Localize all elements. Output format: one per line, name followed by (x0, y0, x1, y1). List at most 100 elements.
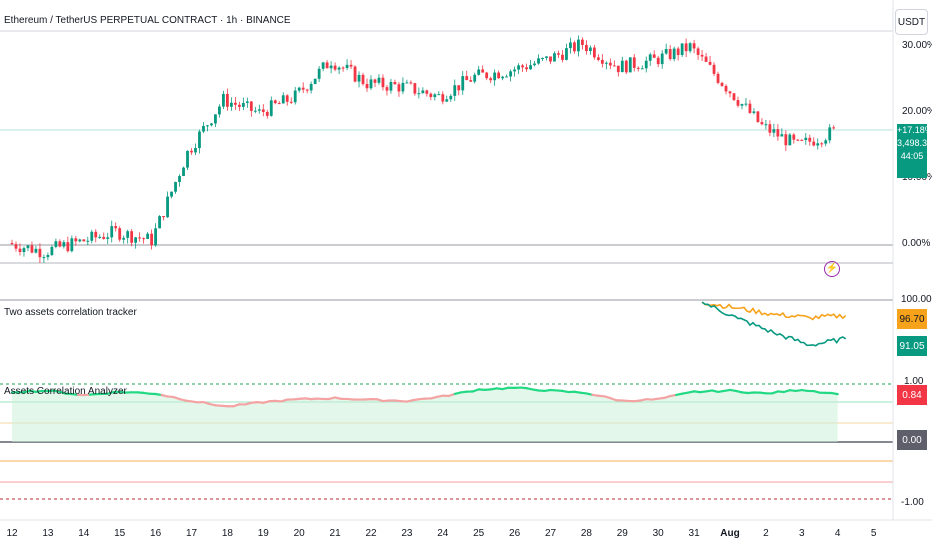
candle-body (402, 83, 405, 92)
x-tick-label: 23 (401, 528, 412, 539)
candle-body (784, 134, 787, 145)
tracker-badge-teal: 91.05 (897, 336, 927, 356)
candle-body (525, 67, 528, 69)
candle-body (737, 100, 740, 106)
candle-body (282, 95, 285, 103)
candle-body (218, 107, 221, 115)
candle-body (649, 54, 652, 60)
candle-body (178, 176, 181, 182)
candle-body (573, 42, 576, 51)
candle-body (605, 63, 608, 64)
candle-body (118, 228, 121, 239)
x-tick-label: 2 (763, 528, 769, 539)
candle-body (765, 124, 768, 125)
candle-body (326, 62, 329, 68)
candle-body (705, 57, 708, 62)
currency-button[interactable]: USDT (895, 9, 928, 35)
candle-body (398, 84, 401, 91)
candle-body (230, 103, 233, 107)
candle-body (697, 48, 700, 54)
candle-body (66, 242, 69, 251)
candle-body (198, 132, 201, 148)
candle-body (294, 91, 297, 103)
candle-body (186, 151, 189, 168)
candle-body (661, 54, 664, 65)
candle-body (677, 49, 680, 55)
last-change: +17.18% (897, 124, 927, 137)
tracker-series-line (702, 302, 846, 319)
candle-body (633, 57, 636, 67)
correlation-segment (832, 393, 838, 394)
x-tick-label: 3 (799, 528, 805, 539)
candle-body (417, 93, 420, 94)
candle-body (741, 104, 744, 106)
candle-body (382, 78, 385, 87)
x-tick-label: 30 (653, 528, 664, 539)
candle-body (15, 244, 18, 249)
candle-body (493, 73, 496, 81)
x-tick-label: 19 (258, 528, 269, 539)
candle-body (653, 54, 656, 57)
candle-body (629, 57, 632, 72)
candle-body (370, 79, 373, 88)
candle-body (772, 129, 775, 133)
candle-body (110, 226, 113, 237)
candle-body (338, 68, 341, 70)
candle-body (150, 234, 153, 246)
candle-body (130, 231, 133, 243)
candle-body (693, 43, 696, 48)
candle-body (800, 140, 803, 141)
candle-body (413, 83, 416, 93)
candle-body (266, 112, 269, 116)
lightning-icon[interactable]: ⚡ (824, 261, 840, 277)
candle-body (745, 104, 748, 105)
x-tick-label: 24 (437, 528, 448, 539)
candle-body (154, 228, 157, 245)
candle-body (138, 237, 141, 238)
candle-body (94, 232, 97, 238)
x-tick-label: 31 (689, 528, 700, 539)
candle-body (577, 40, 580, 52)
candle-body (725, 86, 728, 91)
candle-body (617, 66, 620, 72)
candle-body (621, 61, 624, 72)
candle-body (593, 48, 596, 58)
candle-body (441, 94, 444, 101)
candle-body (346, 65, 349, 68)
candle-body (290, 102, 293, 103)
candle-body (182, 168, 185, 176)
candle-body (685, 43, 688, 51)
candle-body (717, 74, 720, 83)
candle-body (473, 75, 476, 82)
candle-body (298, 88, 301, 91)
candle-body (753, 111, 756, 113)
candle-body (354, 67, 357, 82)
candle-body (23, 248, 26, 252)
candle-body (533, 64, 536, 66)
candle-body (505, 76, 508, 77)
candle-body (286, 95, 289, 101)
candle-body (322, 62, 325, 68)
x-tick-label: 14 (78, 528, 89, 539)
candle-body (780, 134, 783, 136)
x-tick-label: 26 (509, 528, 520, 539)
candle-body (776, 129, 779, 136)
candle-body (445, 99, 448, 101)
x-tick-label: 25 (473, 528, 484, 539)
candle-body (238, 105, 241, 107)
candle-body (465, 76, 468, 80)
candle-body (342, 68, 345, 69)
candle-body (757, 111, 760, 122)
candle-body (509, 71, 512, 76)
x-tick-label: 13 (42, 528, 53, 539)
x-tick-label: Aug (720, 528, 739, 539)
candle-body (409, 82, 412, 83)
candle-body (90, 232, 93, 241)
candle-body (170, 192, 173, 197)
y-tick-0: 0.00% (902, 238, 930, 249)
y-tick-20: 20.00% (902, 106, 932, 117)
candle-body (142, 238, 145, 239)
candle-body (358, 75, 361, 82)
